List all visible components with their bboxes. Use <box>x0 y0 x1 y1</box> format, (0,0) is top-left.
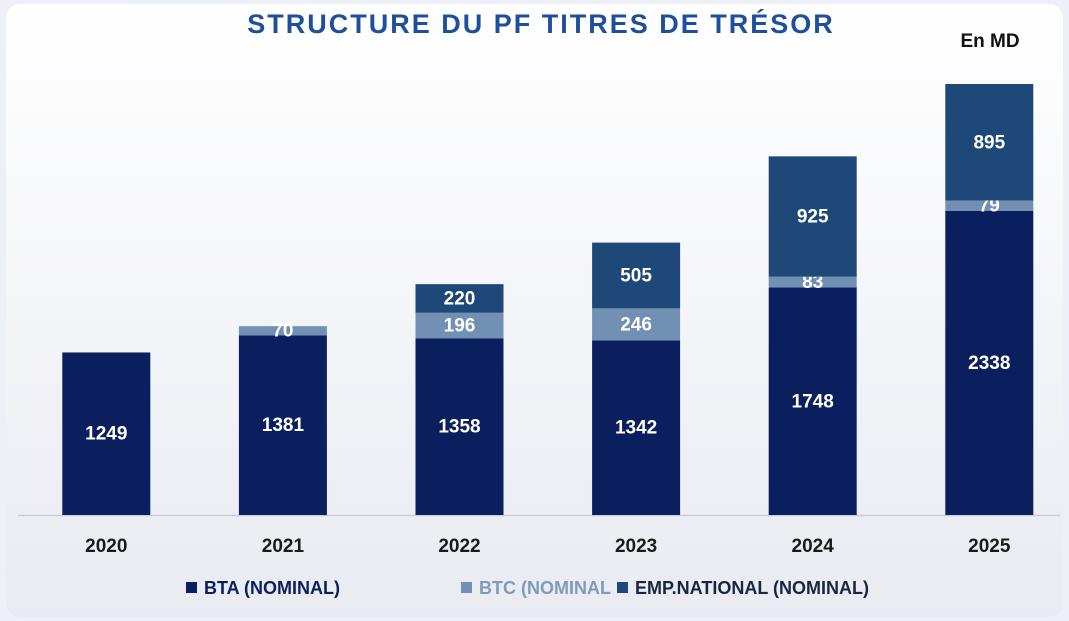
data-label: 2338 <box>968 353 1010 374</box>
legend-label: BTC (NOMINAL <box>479 578 611 598</box>
data-label: 70 <box>272 321 293 342</box>
bar-segment <box>415 312 504 339</box>
data-label: 1748 <box>792 391 834 412</box>
bar-segment <box>238 326 327 336</box>
panel <box>6 4 1063 617</box>
bar-segment <box>945 200 1034 211</box>
bar-segment <box>592 308 681 341</box>
data-label: 1342 <box>615 418 657 439</box>
x-tick-label: 2020 <box>85 536 127 557</box>
data-label: 505 <box>620 266 652 287</box>
legend-label: EMP.NATIONAL (NOMINAL) <box>635 578 869 598</box>
bar-segment <box>768 156 857 277</box>
bar-segment <box>592 340 681 515</box>
data-label: 83 <box>802 272 823 293</box>
bar-segment <box>592 242 681 309</box>
data-label: 1358 <box>438 417 480 438</box>
bar-segment <box>768 276 857 288</box>
data-label: 1381 <box>262 415 305 436</box>
chart-title: STRUCTURE DU PF TITRES DE TRÉSOR <box>247 8 835 39</box>
x-tick-label: 2025 <box>968 536 1011 557</box>
bar-segment <box>238 335 327 515</box>
x-tick-label: 2024 <box>792 536 835 557</box>
data-label: 196 <box>444 316 476 337</box>
bar-segment <box>945 210 1034 515</box>
bar-segment <box>768 287 857 515</box>
data-label: 895 <box>973 132 1005 153</box>
bar-segment <box>415 284 504 313</box>
data-label: 1249 <box>85 424 127 445</box>
legend-label: BTA (NOMINAL) <box>204 578 340 598</box>
x-tick-label: 2022 <box>438 536 480 557</box>
bar-segment <box>945 84 1034 201</box>
data-label: 246 <box>620 314 652 335</box>
legend-swatch <box>186 582 197 593</box>
unit-annotation: En MD <box>960 31 1019 52</box>
x-tick-label: 2021 <box>262 536 305 557</box>
bar-segment <box>415 338 504 515</box>
bar-segment <box>62 352 151 515</box>
data-label: 220 <box>444 288 476 309</box>
data-label: 925 <box>797 207 829 228</box>
legend-swatch <box>617 582 628 593</box>
data-label: 79 <box>979 196 1000 217</box>
legend-swatch <box>461 582 472 593</box>
x-tick-label: 2023 <box>615 536 657 557</box>
